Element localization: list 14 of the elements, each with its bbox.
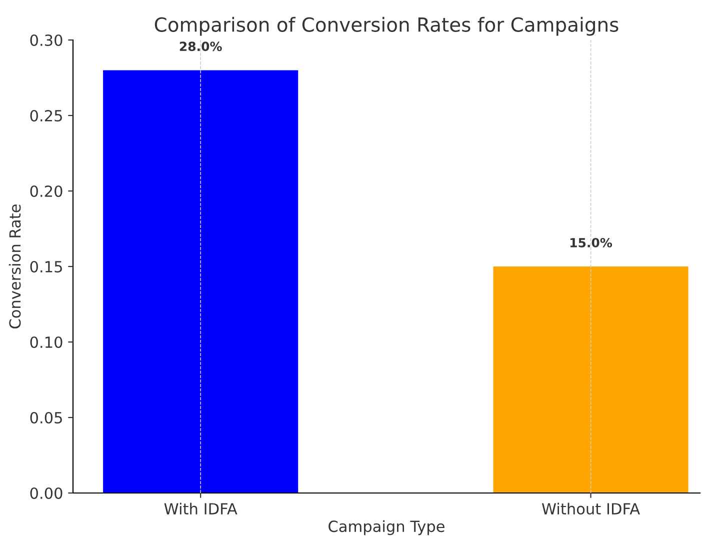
y-tick-label: 0.30 [30, 34, 62, 46]
y-tick-label: 0.00 [30, 487, 62, 500]
y-tick-label: 0.15 [30, 260, 62, 273]
x-tick-label: With IDFA [164, 502, 238, 514]
x-tick-label: Without IDFA [542, 502, 640, 515]
y-axis-title: Conversion Rate [8, 204, 21, 328]
y-tick-label: 0.20 [30, 185, 62, 198]
data-label: 28.0% [180, 42, 222, 52]
x-axis-title: Campaign Type [328, 520, 444, 536]
chart-title: Comparison of Conversion Rates for Campaigns [154, 16, 618, 36]
y-tick-label: 0.05 [30, 412, 62, 424]
y-tick-label: 0.25 [30, 110, 62, 122]
data-label: 15.0% [570, 238, 612, 248]
y-tick-label: 0.10 [30, 336, 62, 348]
